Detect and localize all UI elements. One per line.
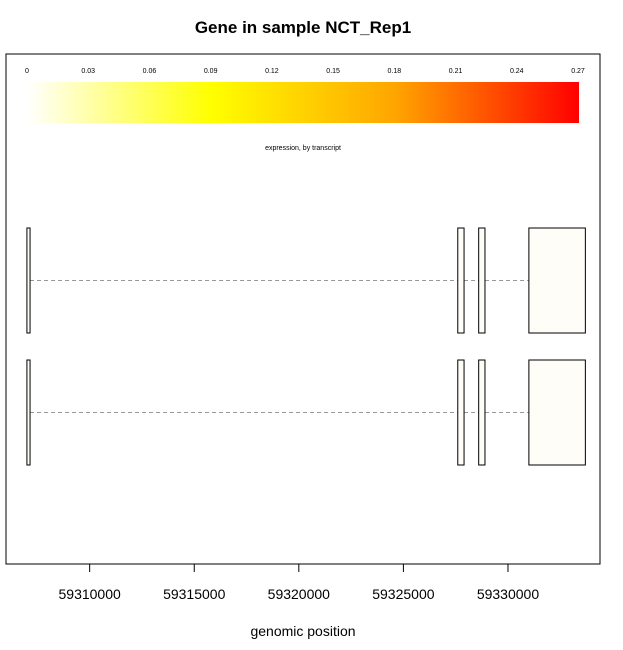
x-axis: 59310000 59315000 59320000 59325000 59330000 — [59, 563, 540, 602]
x-axis-label: genomic position — [250, 623, 355, 639]
x-tick-label: 59330000 — [477, 586, 540, 602]
x-tick-label: 59310000 — [59, 586, 122, 602]
color-scale-ticks: 0 0.03 0.06 0.09 0.12 0.15 0.18 0.21 0.24 0.27 — [25, 68, 585, 75]
transcript-1 — [26, 227, 586, 334]
color-scale-tick-label: 0.03 — [81, 68, 95, 75]
color-scale-label: expression, by transcript — [265, 145, 341, 152]
transcripts — [26, 227, 586, 466]
color-scale-tick-label: 0 — [25, 68, 29, 75]
exon — [457, 359, 465, 466]
color-scale-tick-label: 0.15 — [326, 68, 340, 75]
color-scale-bar — [27, 82, 579, 123]
exon — [26, 359, 31, 466]
x-tick-label: 59315000 — [163, 586, 226, 602]
transcript-2 — [26, 359, 586, 466]
color-scale-tick-label: 0.12 — [265, 68, 279, 75]
color-scale-tick-label: 0.24 — [510, 68, 524, 75]
exon — [528, 227, 586, 334]
plot-frame — [5, 53, 601, 565]
x-tick-label: 59325000 — [372, 586, 435, 602]
color-scale-tick-label: 0.09 — [204, 68, 218, 75]
color-scale-tick-label: 0.06 — [143, 68, 157, 75]
exon — [457, 227, 465, 334]
color-scale-tick-label: 0.27 — [571, 68, 585, 75]
exon — [528, 359, 586, 466]
exon — [478, 227, 486, 334]
chart-title: Gene in sample NCT_Rep1 — [195, 18, 411, 37]
color-scale-tick-label: 0.21 — [449, 68, 463, 75]
exon — [478, 359, 486, 466]
x-tick-label: 59320000 — [268, 586, 331, 602]
color-scale-tick-label: 0.18 — [388, 68, 402, 75]
exon — [26, 227, 31, 334]
